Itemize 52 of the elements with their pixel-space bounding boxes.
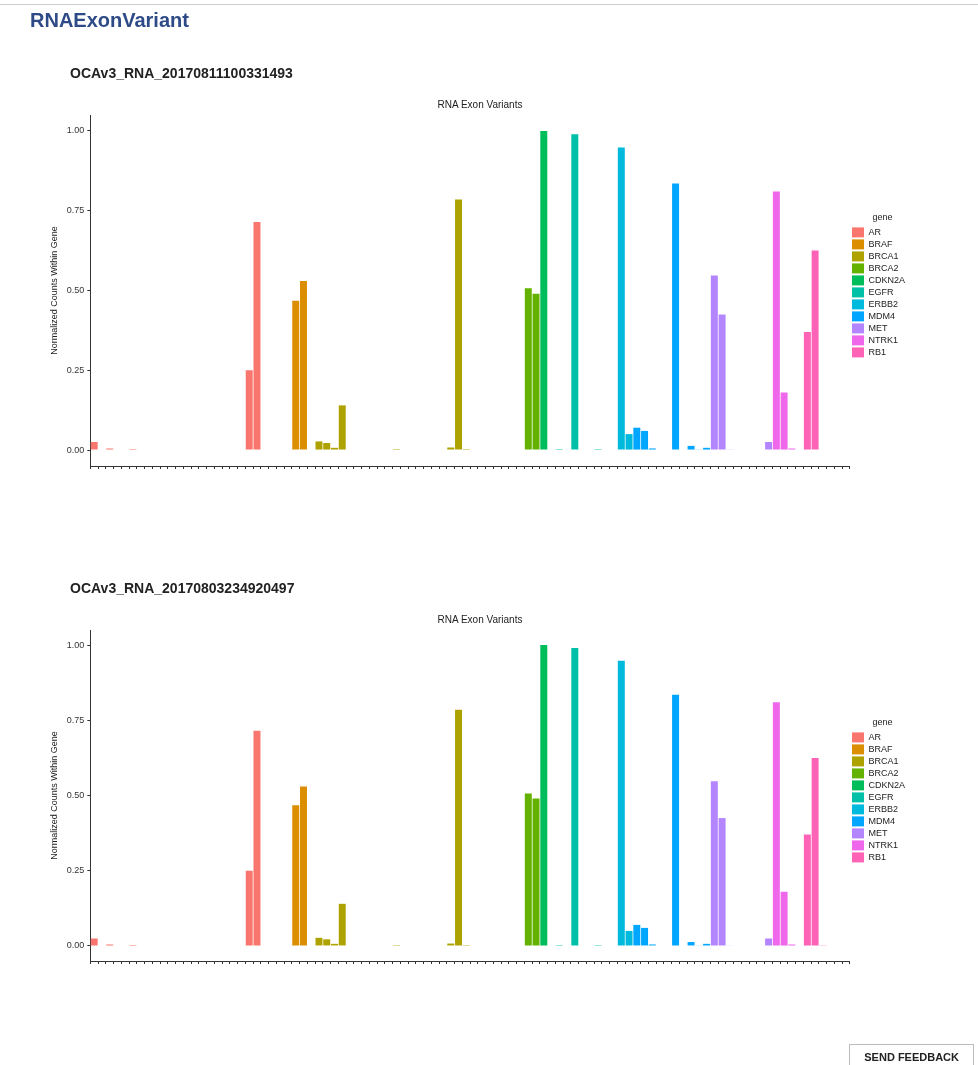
y-axis-title: Normalized Counts Within Gene — [48, 731, 59, 860]
legend-title: gene — [872, 716, 893, 727]
legend-label: AR — [868, 226, 882, 237]
y-tick-label: 0.25 — [66, 364, 85, 375]
y-tick-label: 0.00 — [66, 940, 85, 951]
chart-subtitle: RNA Exon Variants — [437, 613, 523, 625]
bar — [765, 938, 773, 946]
text: SEND FEEDBACK — [849, 1044, 974, 1065]
legend-label: ERBB2 — [868, 298, 899, 309]
y-axis-title: Normalized Counts Within Gene — [48, 226, 59, 355]
bar — [540, 645, 548, 946]
y-tick-label: 0.50 — [66, 284, 85, 295]
legend-label: BRCA1 — [868, 250, 899, 261]
y-tick-label: 0.75 — [66, 714, 85, 725]
bar — [571, 648, 579, 946]
y-tick-label: 1.00 — [66, 125, 85, 136]
bar — [672, 694, 680, 946]
bar — [540, 130, 548, 450]
legend-label: MET — [868, 322, 888, 333]
chart-title: OCAv3_RNA_20170803234920497 — [70, 580, 295, 596]
chart-subtitle: RNA Exon Variants — [437, 98, 523, 110]
bar — [90, 938, 98, 946]
legend-label: ERBB2 — [868, 803, 899, 814]
legend-label: BRAF — [868, 743, 893, 754]
legend-label: CDKN2A — [868, 779, 906, 790]
legend-label: EGFR — [868, 286, 894, 297]
legend-label: BRCA2 — [868, 767, 899, 778]
legend-label: MDM4 — [868, 310, 895, 321]
chart-title: OCAv3_RNA_20170811100331493 — [70, 65, 293, 81]
legend-label: MET — [868, 827, 888, 838]
bar — [90, 442, 98, 450]
y-tick-label: 0.25 — [66, 865, 85, 876]
bar — [571, 134, 579, 450]
text: RNAExonVariant — [30, 9, 189, 32]
legend-label: NTRK1 — [868, 839, 899, 850]
bar — [765, 442, 773, 450]
legend-label: NTRK1 — [868, 334, 899, 345]
bar — [672, 183, 680, 450]
legend-label: BRCA2 — [868, 262, 899, 273]
legend-title: gene — [872, 211, 893, 222]
legend-label: BRAF — [868, 238, 893, 249]
legend-label: EGFR — [868, 791, 894, 802]
legend-label: RB1 — [868, 851, 887, 862]
y-tick-label: 1.00 — [66, 639, 85, 650]
legend-label: CDKN2A — [868, 274, 906, 285]
legend-label: MDM4 — [868, 815, 895, 826]
legend-label: RB1 — [868, 346, 887, 357]
legend-label: BRCA1 — [868, 755, 899, 766]
y-tick-label: 0.50 — [66, 789, 85, 800]
y-tick-label: 0.75 — [66, 205, 85, 216]
y-tick-label: 0.00 — [66, 444, 85, 455]
legend-label: AR — [868, 731, 882, 742]
